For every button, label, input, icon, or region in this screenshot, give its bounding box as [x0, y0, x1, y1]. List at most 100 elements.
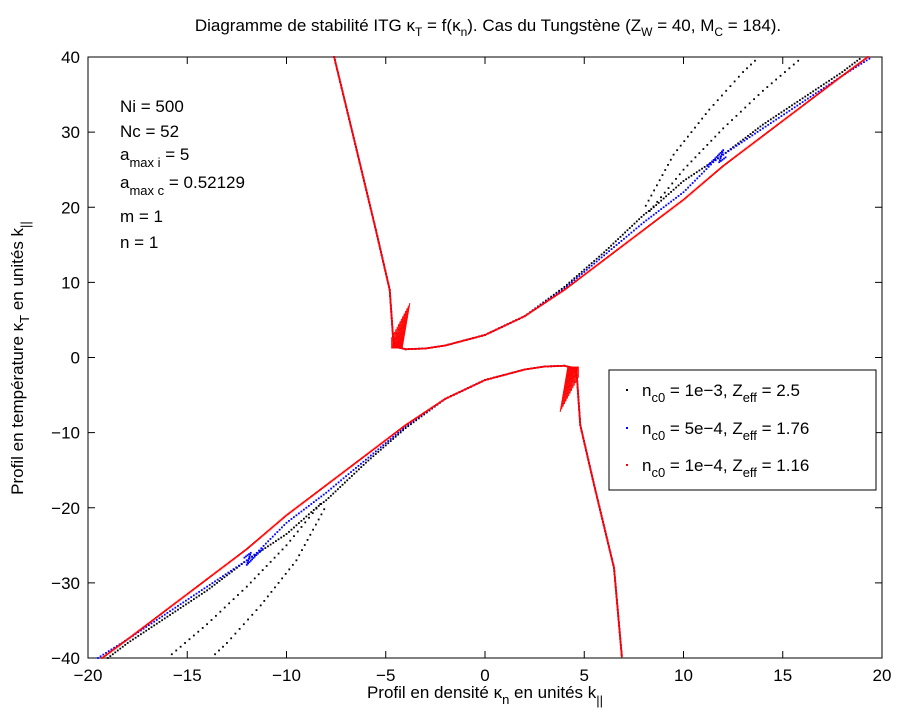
data-point	[693, 189, 696, 192]
data-point	[531, 310, 534, 312]
data-point	[108, 651, 111, 654]
data-point	[774, 125, 777, 128]
data-point	[352, 469, 355, 471]
data-point	[576, 382, 579, 385]
data-point	[170, 653, 173, 656]
data-point	[384, 272, 387, 274]
fan-stroke	[575, 366, 578, 384]
data-point	[546, 300, 549, 303]
data-point	[312, 528, 314, 531]
data-point	[338, 76, 340, 79]
data-point	[622, 244, 625, 247]
data-point	[317, 497, 320, 500]
data-point	[528, 367, 531, 370]
data-point	[563, 285, 566, 288]
data-point	[198, 594, 201, 597]
data-point	[710, 175, 713, 178]
data-point	[337, 74, 340, 77]
data-point	[384, 439, 387, 442]
data-point	[580, 273, 583, 275]
data-point	[775, 118, 778, 121]
data-point	[408, 421, 411, 424]
data-point	[432, 405, 435, 408]
data-point	[555, 293, 558, 295]
data-point	[770, 128, 773, 130]
data-point	[577, 401, 580, 404]
data-point	[810, 98, 813, 100]
data-point	[353, 138, 355, 141]
data-point	[190, 596, 193, 599]
data-point	[179, 598, 182, 601]
data-point	[479, 381, 482, 384]
data-point	[258, 551, 261, 553]
data-point	[576, 279, 579, 282]
data-point	[459, 390, 461, 393]
data-point	[374, 225, 376, 228]
data-point	[321, 487, 324, 490]
data-point	[280, 518, 283, 521]
data-point	[377, 239, 380, 242]
data-point	[837, 77, 840, 80]
data-point	[685, 178, 688, 181]
data-point	[580, 430, 583, 433]
data-point	[245, 548, 248, 550]
data-point	[333, 59, 336, 62]
data-point	[715, 156, 718, 158]
data-point	[610, 253, 613, 255]
data-point	[671, 207, 673, 210]
data-point	[254, 540, 257, 543]
data-point	[659, 216, 662, 219]
data-point	[232, 568, 235, 571]
data-point	[139, 628, 142, 631]
data-point	[658, 179, 661, 182]
data-point	[369, 457, 372, 460]
data-point	[597, 503, 600, 505]
data-point	[129, 636, 132, 639]
data-point	[793, 106, 796, 109]
data-point	[364, 186, 367, 189]
data-point	[388, 285, 390, 288]
data-point	[635, 234, 638, 237]
data-point	[762, 134, 764, 137]
data-point	[308, 516, 310, 519]
x-axis-label: Profil en densité κn en unités k||	[367, 683, 603, 708]
data-point	[722, 127, 725, 130]
data-point	[703, 181, 705, 184]
data-point	[523, 315, 526, 318]
data-point	[740, 151, 743, 154]
data-point	[560, 289, 563, 292]
data-point	[607, 545, 610, 547]
data-point	[169, 614, 171, 616]
data-point	[608, 546, 611, 549]
data-point	[579, 420, 581, 423]
data-point	[375, 231, 378, 234]
data-point	[700, 183, 703, 186]
data-point	[278, 528, 281, 531]
data-point	[372, 448, 375, 451]
data-point	[242, 551, 244, 553]
data-point	[371, 216, 374, 219]
data-point	[140, 629, 142, 632]
data-point	[565, 285, 568, 288]
data-point	[691, 182, 694, 184]
data-point	[362, 178, 365, 181]
data-point	[580, 276, 582, 279]
data-point	[412, 418, 415, 421]
data-point	[546, 365, 549, 368]
data-point	[357, 460, 360, 462]
data-point	[797, 59, 800, 62]
data-point	[345, 468, 348, 471]
data-point	[309, 495, 312, 498]
data-point	[688, 193, 691, 196]
data-point	[247, 557, 250, 560]
data-point	[356, 150, 358, 153]
data-point	[832, 81, 835, 84]
data-point	[320, 513, 323, 516]
data-point	[842, 73, 845, 76]
data-point	[307, 504, 310, 507]
data-point	[710, 139, 713, 142]
data-point	[293, 516, 295, 519]
data-point	[721, 166, 723, 168]
data-point	[171, 604, 174, 607]
data-point	[372, 452, 375, 455]
